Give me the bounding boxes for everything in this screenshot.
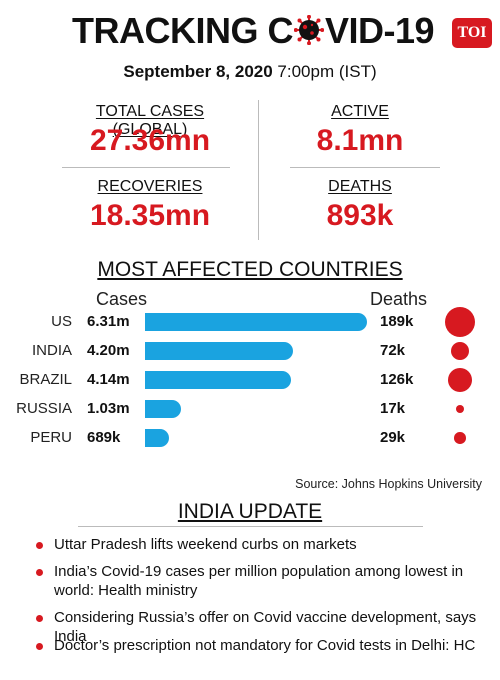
cases-label: 689k (87, 429, 121, 446)
divider (258, 100, 259, 240)
recoveries-value: 18.35mn (89, 199, 211, 232)
bullet-icon (36, 569, 43, 576)
deaths-label: 189k (380, 313, 414, 330)
deaths-dot (445, 307, 475, 337)
deaths-dot (455, 404, 465, 414)
cases-header: Cases (96, 289, 148, 309)
virus-icon (293, 12, 325, 54)
total-cases-value: 27.36mn (89, 124, 211, 157)
deaths-label: 72k (380, 342, 406, 359)
country-label: US (51, 313, 72, 330)
india-update-heading: INDIA UPDATE (177, 500, 323, 523)
divider (290, 167, 440, 168)
country-label: BRAZIL (19, 371, 72, 388)
update-item: Uttar Pradesh lifts weekend curbs on mar… (54, 536, 357, 553)
cases-label: 6.31m (87, 313, 130, 330)
date-line: September 8, 2020 7:00pm (IST) (0, 62, 500, 82)
deaths-dot (447, 367, 473, 393)
source-note: Source: Johns Hopkins University (295, 477, 482, 491)
divider (62, 167, 230, 168)
cases-bar (145, 371, 291, 389)
deaths-dot (450, 341, 470, 361)
toi-logo: TOI (452, 18, 492, 48)
cases-bar (145, 313, 367, 331)
country-label: RUSSIA (16, 400, 72, 417)
recoveries-label: RECOVERIES (97, 178, 203, 195)
title-part-2: VID-19 (324, 10, 435, 51)
deaths-value: 893k (326, 199, 394, 232)
update-item: India’s Covid-19 cases per million popul… (54, 563, 464, 599)
cases-bar (145, 342, 293, 360)
cases-bar (145, 400, 182, 418)
total-cases-label: TOTAL CASES (GLOBAL) (95, 103, 205, 138)
bullet-icon (36, 643, 43, 650)
country-label: PERU (30, 429, 72, 446)
countries-heading: MOST AFFECTED COUNTRIES (97, 258, 403, 281)
update-item: Considering Russia’s offer on Covid vacc… (54, 609, 477, 645)
active-value: 8.1mn (316, 124, 404, 157)
cases-label: 4.14m (87, 371, 130, 388)
cases-bar (145, 429, 170, 447)
cases-label: 4.20m (87, 342, 130, 359)
page-title: TRACKING C VID-19 (72, 10, 435, 54)
deaths-label: 29k (380, 429, 406, 446)
active-label: ACTIVE (331, 103, 389, 120)
deaths-label: DEATHS (328, 178, 392, 195)
bullet-icon (36, 615, 43, 622)
deaths-label: 126k (380, 371, 414, 388)
deaths-label: 17k (380, 400, 406, 417)
title-part-1: TRACKING C (72, 10, 293, 51)
divider (78, 526, 423, 527)
bullet-icon (36, 542, 43, 549)
update-item: Doctor’s prescription not mandatory for … (54, 637, 476, 654)
country-label: INDIA (31, 342, 72, 359)
deaths-dot (454, 432, 466, 444)
cases-label: 1.03m (87, 400, 130, 417)
date: September 8, 2020 (123, 62, 273, 81)
deaths-header: Deaths (370, 289, 428, 309)
time: 7:00pm (IST) (277, 62, 377, 81)
